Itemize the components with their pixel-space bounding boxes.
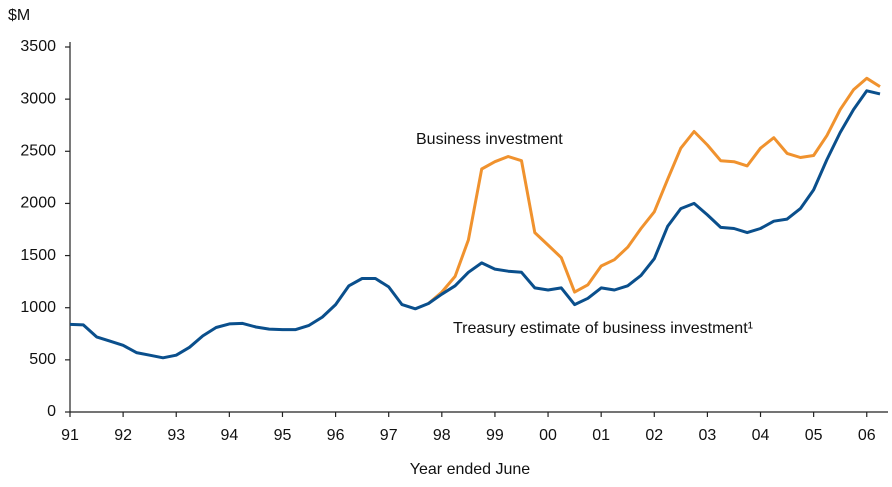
annotation: Business investment xyxy=(416,131,563,148)
y-tick-label: 1500 xyxy=(20,247,56,264)
x-tick-label: 01 xyxy=(592,427,610,444)
x-tick-label: 05 xyxy=(805,427,823,444)
x-tick-label: 93 xyxy=(167,427,185,444)
x-tick-label: 03 xyxy=(699,427,717,444)
y-tick-label: 3000 xyxy=(20,90,56,107)
x-tick-label: 95 xyxy=(274,427,292,444)
x-tick-label: 99 xyxy=(486,427,504,444)
x-tick-label: 98 xyxy=(433,427,451,444)
x-tick-label: 04 xyxy=(752,427,770,444)
y-tick-label: 2000 xyxy=(20,195,56,212)
y-unit: $M xyxy=(8,7,30,24)
y-tick-label: 500 xyxy=(29,351,56,368)
x-tick-label: 94 xyxy=(220,427,238,444)
series-line xyxy=(69,89,881,360)
x-tick-label: 02 xyxy=(645,427,663,444)
x-tick-label: 97 xyxy=(380,427,398,444)
y-tick-label: 0 xyxy=(47,403,56,420)
x-axis-label: Year ended June xyxy=(410,461,531,478)
x-tick-label: 96 xyxy=(327,427,345,444)
x-tick-label: 06 xyxy=(858,427,876,444)
annotation: Treasury estimate of business investment… xyxy=(453,320,753,337)
series-line xyxy=(427,76,881,305)
x-tick-label: 91 xyxy=(61,427,79,444)
y-tick-label: 1000 xyxy=(20,299,56,316)
y-tick-label: 3500 xyxy=(20,38,56,55)
y-tick-label: 2500 xyxy=(20,143,56,160)
x-tick-label: 92 xyxy=(114,427,132,444)
x-tick-label: 00 xyxy=(539,427,557,444)
